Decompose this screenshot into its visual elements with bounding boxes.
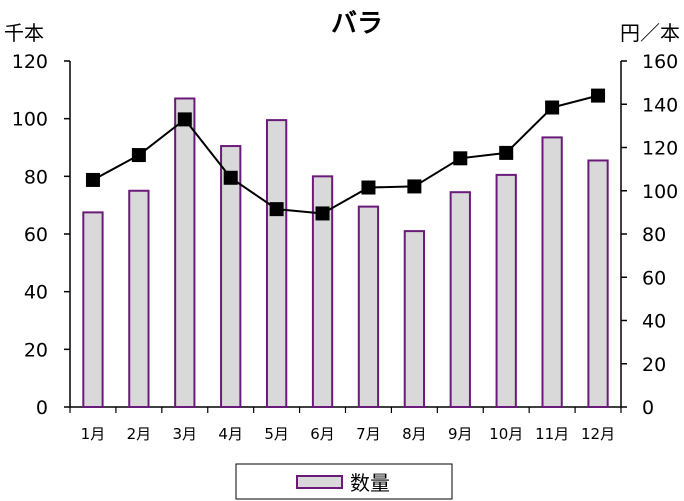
price-marker [361,180,376,195]
left-tick-label: 60 [24,224,48,246]
legend-label-quantity: 数量 [350,471,390,495]
x-tick-label: 10月 [489,425,523,443]
plot-area: 0 20 40 60 80 100 120 0 20 40 60 80 100 120 140 160 1月 2月… [12,51,679,443]
x-tick-label: 7月 [356,425,381,443]
x-tick-label: 12月 [581,425,615,443]
x-tick-label: 9月 [448,425,473,443]
x-tick-label: 3月 [173,425,198,443]
bar [357,205,380,408]
price-marker [591,88,606,103]
bar [220,145,242,409]
right-tick-label: 0 [642,397,654,419]
bar [587,159,609,408]
right-tick-label: 80 [642,224,666,246]
bar [311,175,334,408]
x-tick-label: 6月 [310,425,335,443]
price-marker [269,202,284,217]
bar [495,173,517,408]
right-tick-label: 120 [642,138,678,160]
chart-title: バラ [331,9,383,39]
x-tick-label: 5月 [264,425,289,443]
left-tick-label: 20 [24,339,48,361]
right-axis-unit: 円／本 [620,21,680,45]
right-tick-label: 40 [642,311,666,333]
right-tick-label: 100 [642,181,678,203]
price-marker [223,170,238,185]
price-marker [499,145,514,160]
price-marker [407,179,422,194]
right-tick-label: 160 [642,51,678,73]
left-tick-label: 0 [36,397,48,419]
price-marker [85,172,100,187]
price-line [92,94,599,215]
price-marker [453,151,468,166]
x-tick-label: 4月 [218,425,243,443]
left-tick-label: 120 [12,51,48,73]
bar [449,191,471,408]
bar [174,97,196,408]
price-marker [315,206,330,221]
bar [541,136,563,409]
legend-box [235,463,453,500]
price-marker [177,112,192,127]
bar [82,211,104,408]
x-tick-label: 8月 [402,425,427,443]
price-marker [545,100,560,115]
bar [403,230,426,408]
right-tick-label: 140 [642,94,678,116]
left-tick-label: 80 [24,166,48,188]
left-axis-unit: 千本 [4,21,44,45]
x-tick-label: 1月 [81,425,106,443]
x-tick-label: 2月 [127,425,152,443]
price-marker [131,148,146,163]
left-tick-label: 40 [24,282,48,304]
left-tick-label: 100 [12,109,48,131]
legend-swatch-quantity [296,475,343,489]
bar [128,189,150,408]
bar [265,119,288,408]
legend: 数量 [235,463,453,500]
right-tick-label: 20 [642,354,666,376]
right-tick-label: 60 [642,267,666,289]
x-tick-label: 11月 [535,425,569,443]
